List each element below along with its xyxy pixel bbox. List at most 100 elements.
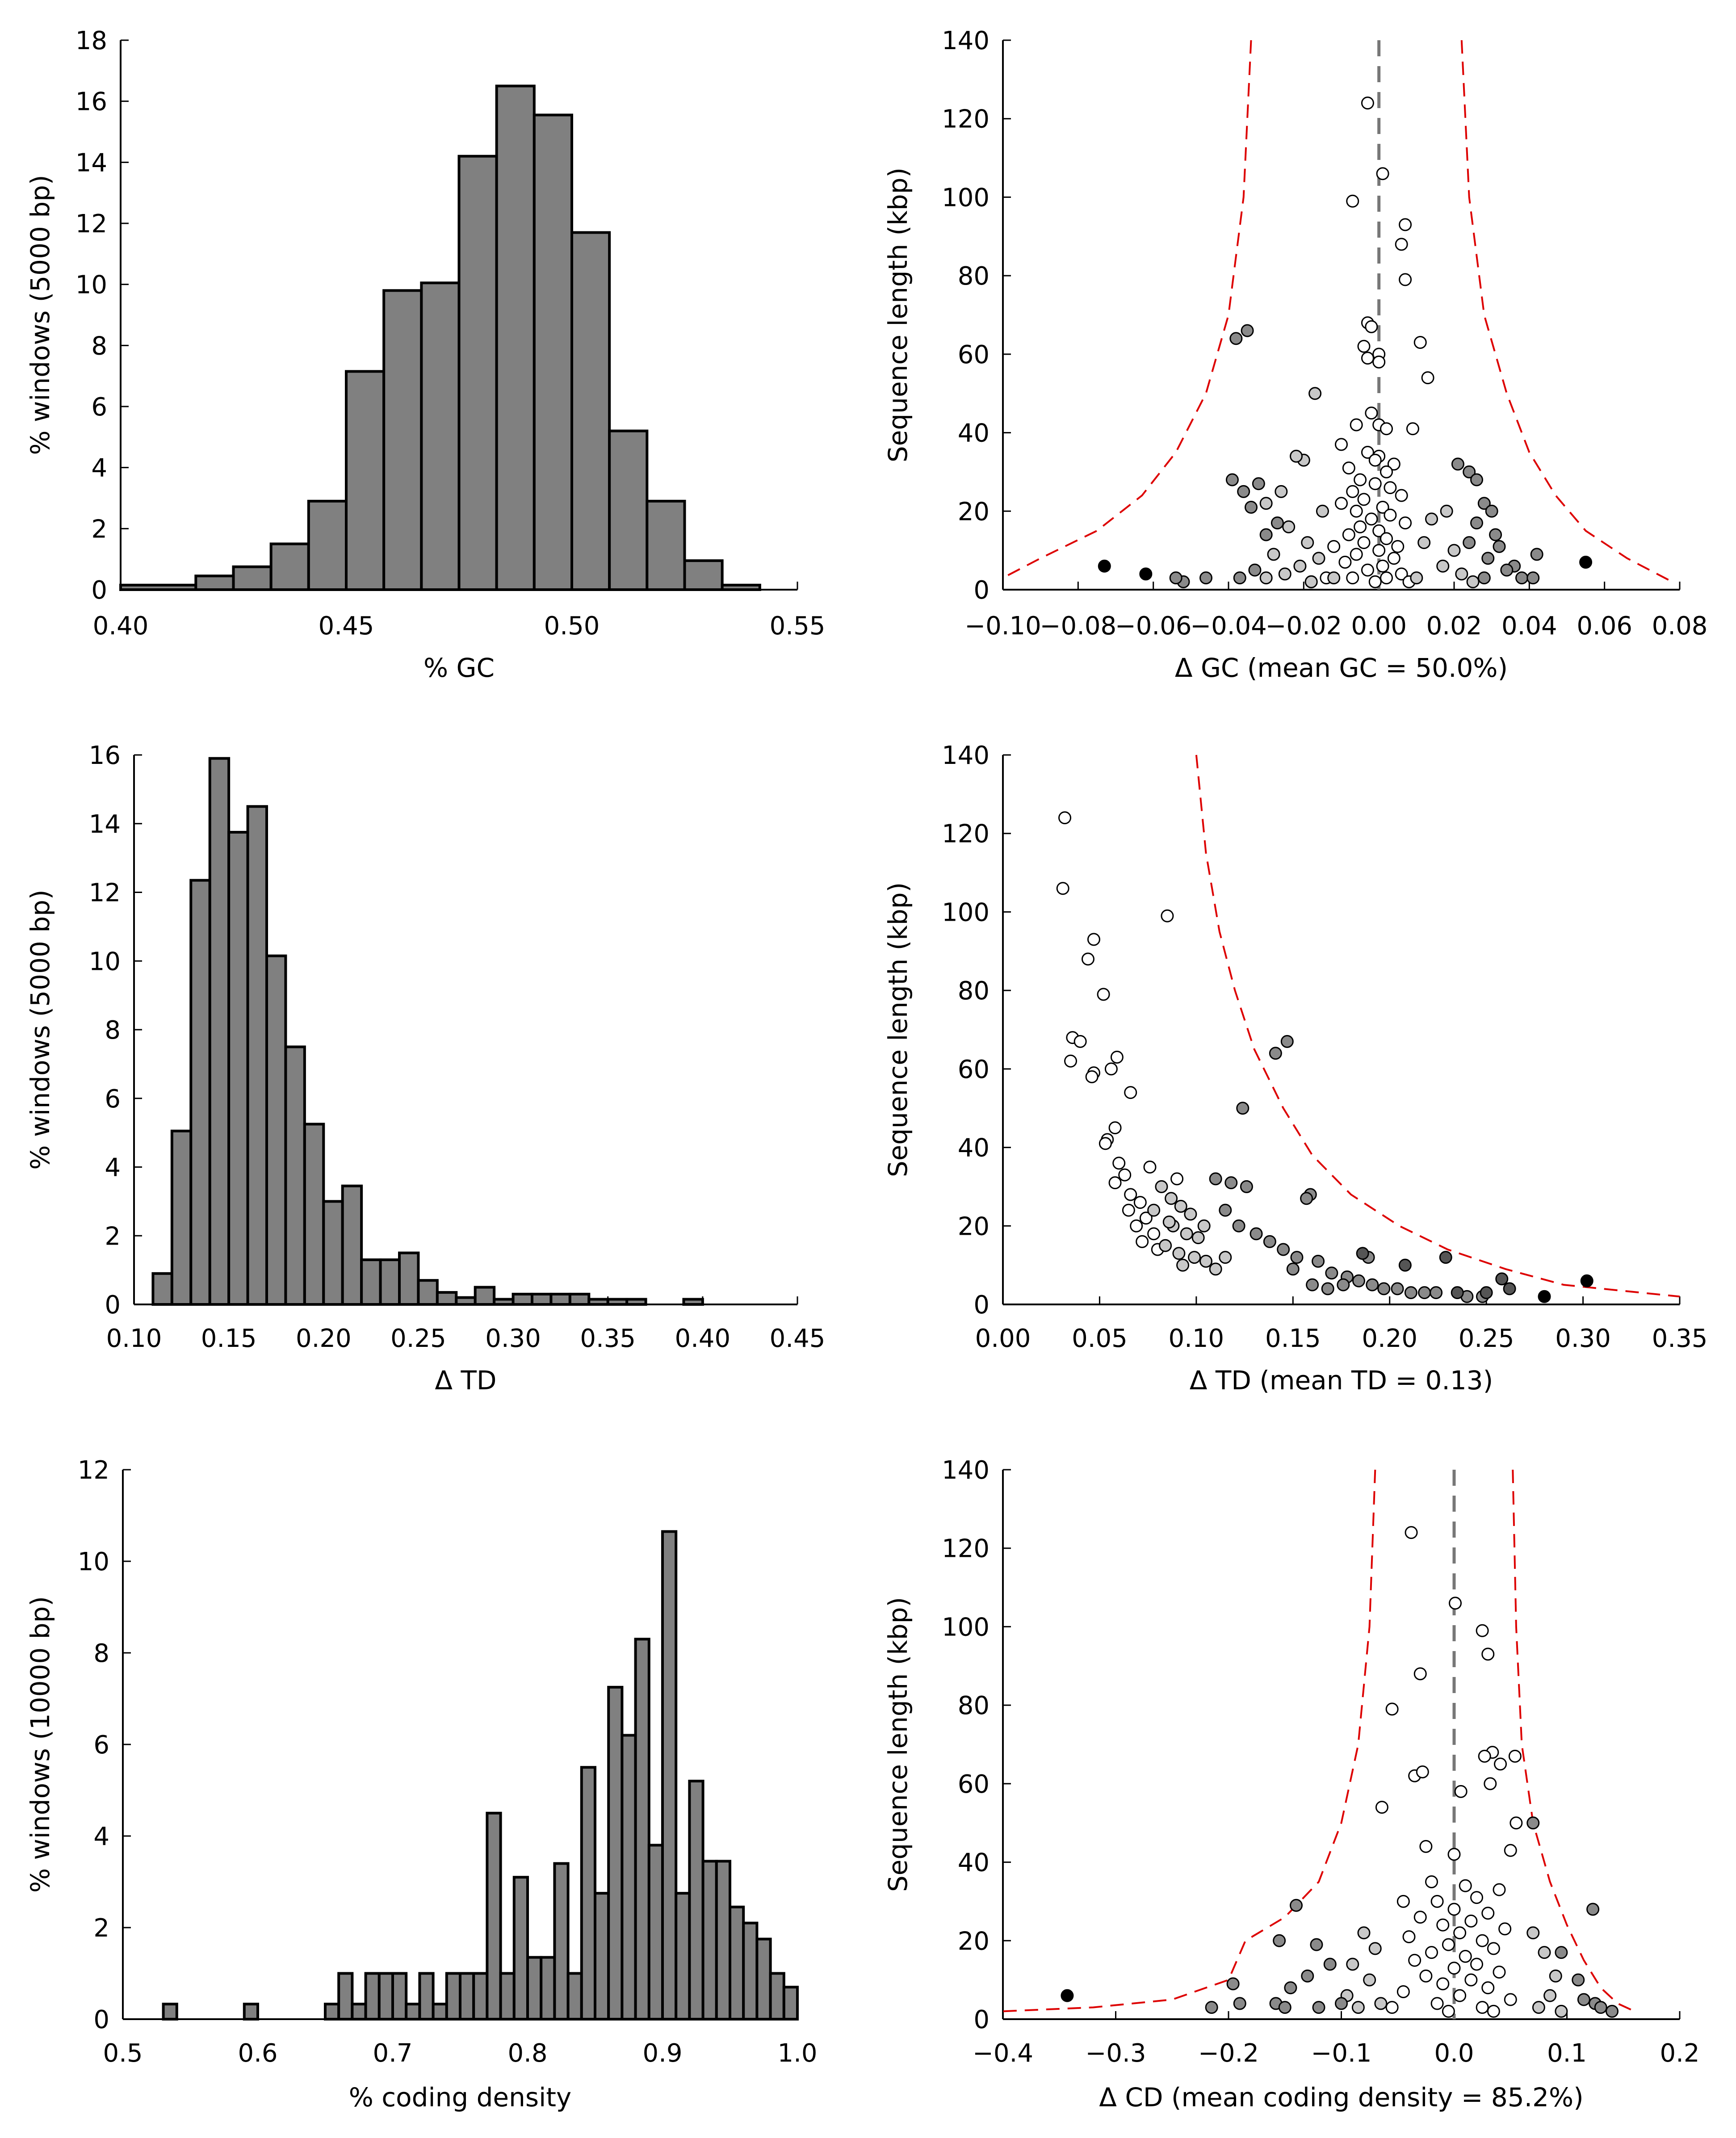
td-scatter-point-lightgray — [1172, 1247, 1186, 1260]
gc-scatter-xlabel: Δ GC (mean GC = 50.0%) — [1175, 653, 1508, 683]
td-scatter-point-gray — [1306, 1278, 1319, 1291]
td-scatter-point-gray — [1263, 1235, 1276, 1248]
cd-hist-bar — [472, 1972, 489, 2021]
td-hist-bar — [189, 879, 211, 1306]
gc-scatter-point-white — [1354, 520, 1367, 533]
td-scatter-point-gray — [1240, 1180, 1253, 1193]
td-hist-bar — [246, 805, 268, 1306]
cd-hist-bar — [621, 1734, 637, 2021]
cd-hist-bar — [634, 1638, 650, 2021]
cd-scatter-point-lightgray — [1351, 2001, 1365, 2014]
cd-hist-bar — [486, 1811, 502, 2021]
gc-scatter-point-white — [1376, 167, 1389, 180]
gc-scatter-point-gray — [1463, 536, 1476, 549]
cd-hist-bar — [715, 1860, 732, 2021]
cd-hist-bar — [729, 1905, 745, 2021]
td-scatter-point-gray — [1290, 1251, 1304, 1264]
td-scatter-point-gray — [1219, 1203, 1232, 1217]
td-scatter-point-dimgray — [1356, 1247, 1369, 1260]
cd-scatter-point-white — [1464, 1973, 1478, 1987]
gc-hist-bar — [232, 565, 273, 591]
td-scatter-points — [1056, 755, 1680, 1303]
td-hist-bar — [303, 1123, 325, 1306]
cd-scatter-point-white — [1453, 1926, 1467, 1940]
td-scatter-point-lightgray — [1147, 1203, 1161, 1217]
cd-scatter-point-white — [1430, 1997, 1444, 2010]
cd-scatter-point-white — [1481, 1907, 1495, 1920]
gc-histogram-bars — [119, 84, 761, 591]
gc-hist-y-tick-label: 12 — [75, 210, 107, 239]
gc-scatter-point-white — [1361, 563, 1374, 577]
td-scatter-point-lightgray — [1159, 1239, 1172, 1252]
td-scatter-point-dimgray — [1480, 1286, 1493, 1300]
cd-hist-bar — [782, 1986, 799, 2021]
cd-hist-x-tick-label: 0.5 — [103, 2039, 143, 2068]
cd-hist-bar — [526, 1956, 543, 2021]
td-hist-bar — [606, 1298, 629, 1306]
cd-scatter-point-white — [1476, 2001, 1489, 2014]
gc-scatter-point-lightgray — [1278, 567, 1292, 581]
td-scatter-y-tick-label: 80 — [958, 977, 990, 1006]
cd-scatter-point-gray — [1278, 2001, 1292, 2014]
gc-scatter-point-white — [1406, 422, 1419, 436]
gc-scatter-point-white — [1335, 438, 1348, 451]
td-hist-y-tick-label: 14 — [89, 810, 121, 839]
gc-scatter-point-gray — [1489, 528, 1502, 541]
cd-hist-bar — [594, 1892, 610, 2021]
td-hist-x-tick-label: 0.40 — [675, 1324, 731, 1353]
cd-scatter-point-gray — [1273, 1934, 1286, 1947]
td-scatter-y-tick-label: 0 — [973, 1291, 990, 1320]
cd-scatter-point-white — [1385, 1702, 1399, 1716]
gc-scatter-point-lightgray — [1417, 536, 1431, 549]
td-scatter-point-gray — [1312, 1254, 1325, 1268]
td-scatter-point-white — [1056, 882, 1069, 895]
gc-scatter-point-lightgray — [1259, 497, 1273, 510]
gc-scatter-point-gray — [1233, 571, 1246, 585]
td-scatter-point-lightgray — [1191, 1231, 1205, 1245]
gc-hist-y-tick-label: 14 — [75, 148, 107, 177]
cd-scatter-envelope — [1002, 1469, 1376, 2012]
cd-scatter-point-white — [1375, 1801, 1388, 1814]
cd-hist-bar — [337, 1972, 354, 2021]
td-scatter-point-white — [1081, 952, 1094, 966]
gc-scatter-point-white — [1376, 559, 1389, 573]
td-scatter-point-white — [1130, 1219, 1143, 1232]
cd-scatter-point-white — [1436, 1977, 1450, 1991]
cd-hist-y-tick-label: 2 — [93, 1914, 109, 1943]
gc-hist-y-tick-label: 0 — [91, 576, 107, 605]
gc-scatter-x-tick-label: −0.04 — [1190, 612, 1267, 641]
gc-scatter-point-white — [1361, 446, 1374, 459]
cd-scatter-point-white — [1476, 1624, 1489, 1637]
cd-hist-bar — [540, 1956, 556, 2021]
td-hist-bar — [265, 954, 287, 1306]
gc-scatter-point-white — [1395, 238, 1408, 251]
cd-scatter-point-gray — [1594, 2001, 1607, 2014]
cd-hist-y-tick-label: 6 — [93, 1731, 109, 1760]
cd-hist-bar — [459, 1972, 475, 2021]
gc-scatter-point-lightgray — [1447, 544, 1461, 557]
cd-scatter-point-gray — [1577, 1993, 1590, 2006]
gc-scatter-point-white — [1346, 194, 1359, 208]
cd-hist-bar — [553, 1862, 570, 2021]
cd-scatter-point-white — [1508, 1749, 1522, 1763]
cd-scatter-point-white — [1481, 1981, 1495, 1995]
gc-scatter-point-white — [1387, 457, 1401, 471]
td-hist-y-tick-label: 8 — [105, 1016, 121, 1045]
cd-scatter-point-white — [1447, 1903, 1461, 1916]
cd-scatter-point-white — [1464, 1914, 1478, 1928]
td-hist-bar — [568, 1292, 591, 1306]
gc-scatter-point-gray — [1229, 332, 1243, 345]
td-scatter-point-white — [1108, 1176, 1122, 1190]
td-scatter-point-gray — [1277, 1243, 1290, 1256]
td-scatter-point-white — [1143, 1161, 1157, 1174]
td-scatter-point-white — [1112, 1157, 1126, 1170]
gc-scatter-y-tick-label: 140 — [942, 26, 990, 55]
gc-scatter-point-gray — [1530, 548, 1543, 561]
cd-scatter-point-lightgray — [1538, 1946, 1551, 1959]
gc-scatter-envelope — [1002, 40, 1252, 579]
cd-hist-x-tick-label: 1.0 — [777, 2039, 817, 2068]
td-scatter-panel: 0.00 0.05 0.10 0.15 0.20 0.25 0.30 0.35 0 20 40 60 8… — [883, 741, 1707, 1396]
gc-scatter-y-tick-label: 120 — [942, 105, 990, 134]
cd-hist-bar — [324, 2003, 340, 2021]
cd-scatter-point-white — [1396, 1895, 1410, 1908]
